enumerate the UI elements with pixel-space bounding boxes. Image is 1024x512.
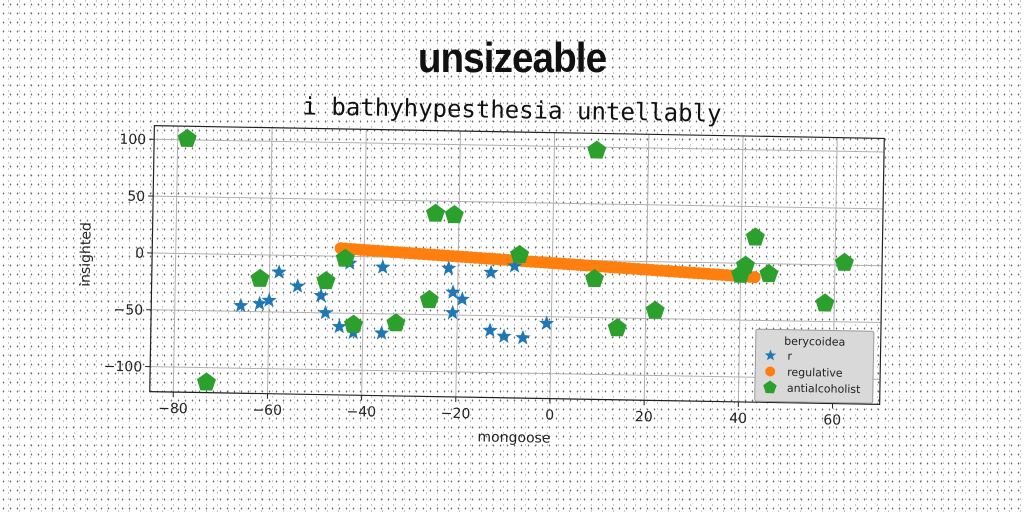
x-gridline xyxy=(266,127,273,394)
y-gridline xyxy=(153,195,884,210)
r-point xyxy=(483,264,499,280)
r-point xyxy=(496,328,512,343)
r-point xyxy=(271,264,287,279)
legend-marker-regulative xyxy=(765,366,776,377)
y-gridline xyxy=(151,309,882,324)
x-gridline xyxy=(455,131,461,397)
x-tick-label: 0 xyxy=(545,408,554,424)
antialcoholist-point xyxy=(177,128,197,147)
r-point xyxy=(233,297,249,313)
antialcoholist-point xyxy=(735,255,755,274)
y-tick-label: 0 xyxy=(135,246,144,262)
r-point xyxy=(515,329,531,345)
x-tick-label: 20 xyxy=(635,409,653,425)
antialcoholist-point xyxy=(834,252,854,271)
r-point xyxy=(539,315,555,331)
antialcoholist-point xyxy=(419,289,439,309)
antialcoholist-point xyxy=(745,227,765,246)
regulative-point xyxy=(748,271,761,284)
r-point xyxy=(374,325,390,340)
antialcoholist-point xyxy=(759,263,779,283)
r-point xyxy=(441,260,457,275)
legend-title: berycoidea xyxy=(784,335,845,349)
y-tick-label: 100 xyxy=(119,132,146,148)
chart-title: unsizeable xyxy=(417,34,607,81)
x-gridline xyxy=(361,129,367,396)
r-point xyxy=(331,318,347,334)
r-point xyxy=(290,278,306,293)
x-tick-label: −20 xyxy=(441,406,471,423)
data-marks xyxy=(177,128,854,391)
y-gridline xyxy=(154,138,885,153)
x-gridline xyxy=(172,126,179,393)
legend-marker-antialcoholist xyxy=(763,380,777,394)
y-axis-label: insighted xyxy=(78,222,95,287)
antialcoholist-point xyxy=(645,300,665,319)
r-point xyxy=(445,284,461,299)
antialcoholist-point xyxy=(815,293,835,312)
antialcoholist-point xyxy=(585,268,605,288)
r-point xyxy=(454,291,470,306)
r-point xyxy=(445,304,461,320)
x-tick-label: 60 xyxy=(823,412,841,428)
antialcoholist-point xyxy=(344,314,364,333)
x-tick-label: 40 xyxy=(729,411,747,427)
antialcoholist-point xyxy=(250,268,270,287)
antialcoholist-point xyxy=(607,318,627,337)
x-tick-label: −40 xyxy=(346,404,376,421)
antialcoholist-point xyxy=(196,372,216,391)
antialcoholist-point xyxy=(335,248,355,267)
antialcoholist-point xyxy=(316,270,336,290)
y-tick-label: −100 xyxy=(104,359,143,376)
legend-label-regulative: regulative xyxy=(787,366,843,380)
antialcoholist-point xyxy=(426,203,446,222)
r-point xyxy=(252,295,268,311)
legend-label-antialcoholist: antialcoholist xyxy=(787,382,861,396)
x-tick-label: −80 xyxy=(158,401,188,418)
legend-box xyxy=(754,328,875,404)
y-tick-label: 50 xyxy=(127,189,145,205)
antialcoholist-point xyxy=(587,140,607,159)
legend-label-r: r xyxy=(787,350,792,363)
axis-ticks: −80 −60 −40 −20 0 20 40 60 −100 −50 0 50 100 xyxy=(104,132,842,429)
plot-frame xyxy=(149,125,885,405)
antialcoholist-point xyxy=(444,205,464,224)
antialcoholist-point xyxy=(510,244,530,264)
r-point xyxy=(375,259,391,274)
antialcoholist-point xyxy=(386,313,406,332)
r-point xyxy=(313,287,329,303)
r-point xyxy=(482,322,498,338)
x-tick-label: −60 xyxy=(252,402,282,419)
r-point xyxy=(317,304,334,320)
y-tick-label: −50 xyxy=(113,302,143,319)
r-point xyxy=(507,258,523,273)
legend-marker-r xyxy=(764,349,777,361)
r-point xyxy=(261,292,277,308)
x-axis-label: mongoose xyxy=(477,429,550,446)
